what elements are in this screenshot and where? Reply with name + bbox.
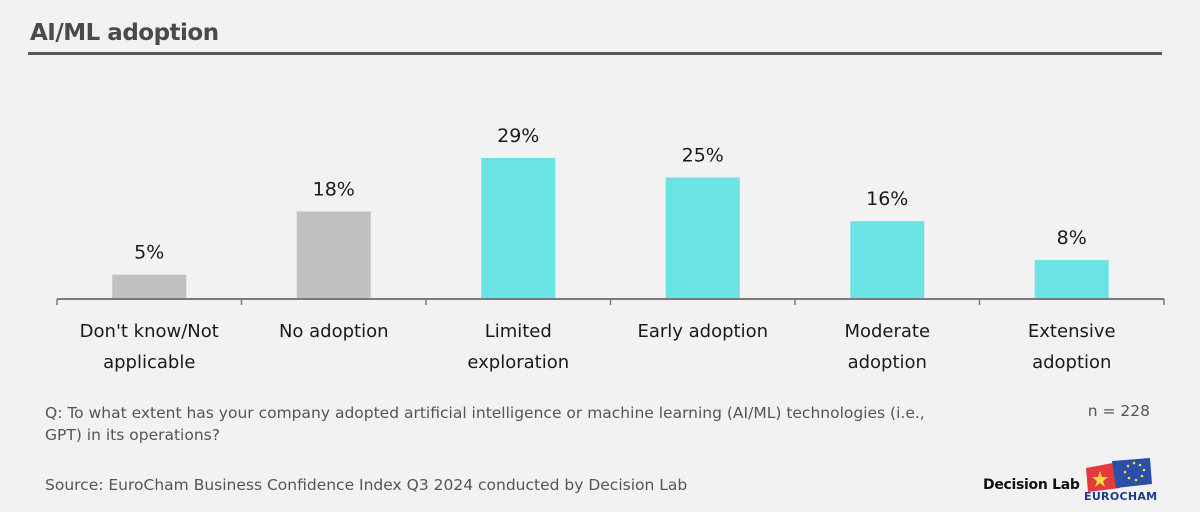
category-label: Extensive xyxy=(1028,321,1116,342)
bar-chart: 5% Don't know/Not applicable 18% No adoption… xyxy=(56,125,1165,373)
data-label: 8% xyxy=(1057,227,1087,249)
category-label: Don't know/Not xyxy=(80,321,219,342)
survey-question: Q: To what extent has your company adopt… xyxy=(45,404,925,444)
eurocham-flag-icon xyxy=(1086,458,1152,492)
data-label: 29% xyxy=(497,125,539,147)
data-label: 16% xyxy=(866,188,908,210)
bar xyxy=(1034,260,1109,299)
title-divider xyxy=(28,52,1162,55)
data-label: 25% xyxy=(682,144,724,166)
category-label: applicable xyxy=(103,352,195,373)
category-label: exploration xyxy=(467,352,569,373)
bar xyxy=(296,211,371,299)
bar xyxy=(665,177,740,299)
chart-title: AI/ML adoption xyxy=(30,20,219,46)
bar xyxy=(481,158,556,299)
category-label: adoption xyxy=(848,352,927,373)
category-label: adoption xyxy=(1032,352,1111,373)
decision-lab-logo: Decision Lab xyxy=(983,477,1080,493)
sample-size: n = 228 xyxy=(1087,402,1150,420)
bar xyxy=(112,274,187,299)
category-label: Limited xyxy=(485,321,552,342)
bar xyxy=(850,221,925,299)
category-label: Early adoption xyxy=(637,321,768,342)
data-label: 5% xyxy=(134,242,164,264)
source-note: Source: EuroCham Business Confidence Ind… xyxy=(45,476,688,494)
data-label: 18% xyxy=(313,178,355,200)
category-label: Moderate xyxy=(844,321,930,342)
category-label: No adoption xyxy=(279,321,389,342)
eurocham-logo: EUROCHAM xyxy=(1084,490,1158,503)
